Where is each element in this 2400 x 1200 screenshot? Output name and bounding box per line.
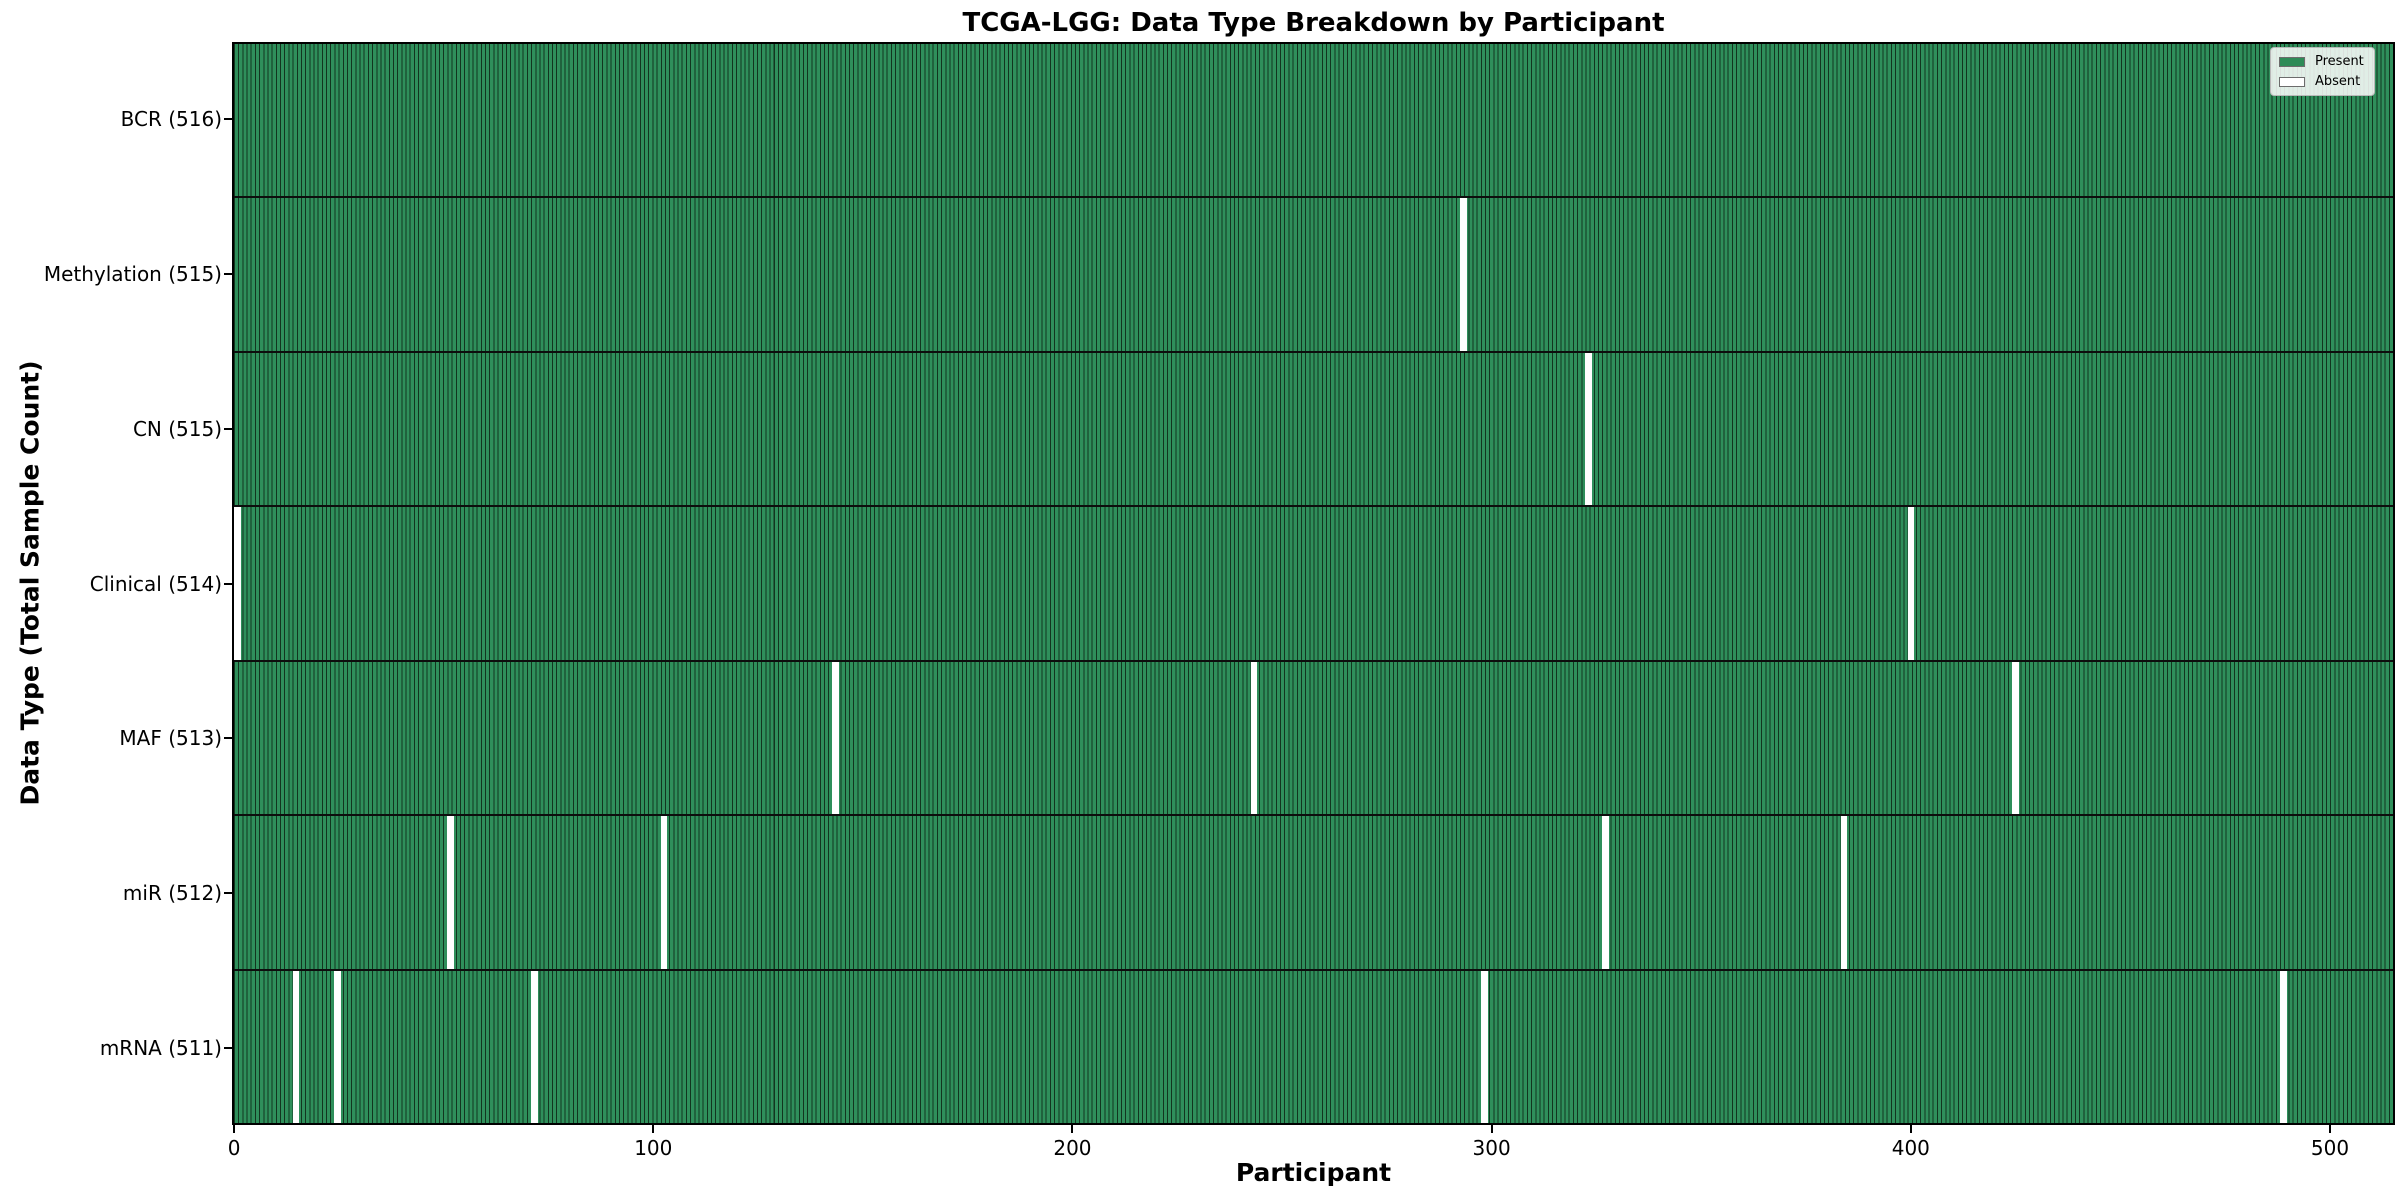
x-tick-label-0: 0 [227,1136,241,1160]
legend-label-absent: Absent [2315,74,2361,89]
x-tick-label-300: 300 [1472,1136,1511,1160]
absent-bar-miR-384 [1840,816,1848,969]
plot-area [232,42,2395,1125]
legend-label-present: Present [2315,54,2364,69]
x-tick-label-200: 200 [1053,1136,1092,1160]
x-tick-label-500: 500 [2310,1136,2350,1160]
absent-bar-CN-323 [1585,352,1593,506]
x-tick-label-100: 100 [634,1136,673,1160]
absent-bar-miR-327 [1602,816,1609,969]
absent-bar-mRNA-14 [292,970,300,1123]
y-tick-label-Clinical: Clinical (514) [89,571,222,596]
data-type-row-BCR [234,44,2393,197]
y-tick-mark [224,737,232,740]
data-type-row-CN [234,350,2393,506]
y-tick-label-Methylation: Methylation (515) [43,262,222,287]
chart-title: TCGA-LGG: Data Type Breakdown by Partici… [962,8,1665,38]
absent-swatch-icon [2279,76,2305,87]
y-tick-mark [224,582,232,585]
absent-bar-Clinical-400 [1907,507,1915,660]
data-type-row-Methylation [234,196,2393,351]
legend: Present Absent [2270,47,2375,96]
y-tick-mark [224,118,232,121]
x-tick-mark [2329,1125,2332,1133]
absent-bar-MAF-243 [1250,661,1258,815]
y-tick-mark [224,427,232,430]
y-tick-label-MAF: MAF (513) [119,726,222,751]
data-type-row-MAF [234,659,2393,815]
absent-bar-mRNA-24 [334,970,342,1123]
legend-entry-present: Present [2279,54,2364,69]
y-axis-label: Data Type (Total Sample Count) [15,360,45,806]
y-tick-label-miR: miR (512) [122,880,222,905]
y-tick-mark [224,273,232,276]
absent-bar-miR-51 [447,816,455,969]
absent-bar-MAF-143 [832,661,839,815]
y-tick-mark [224,1046,232,1049]
absent-bar-mRNA-489 [2280,970,2287,1123]
x-tick-mark [1909,1125,1912,1133]
absent-bar-Clinical-0 [234,507,241,660]
present-swatch-icon [2279,56,2305,67]
x-tick-label-400: 400 [1891,1136,1930,1160]
x-axis-label: Participant [1235,1158,1392,1187]
absent-bar-miR-102 [660,816,668,969]
x-tick-mark [652,1125,655,1133]
y-tick-label-BCR: BCR (516) [120,107,222,132]
x-tick-mark [233,1125,236,1133]
absent-bar-MAF-425 [2012,661,2019,815]
data-type-row-miR [234,814,2393,969]
legend-entry-absent: Absent [2279,74,2364,89]
x-tick-mark [1490,1125,1493,1133]
data-type-row-Clinical [234,505,2393,660]
absent-bar-Methylation-293 [1459,198,1467,351]
data-type-row-mRNA [234,968,2393,1123]
x-tick-mark [1071,1125,1074,1133]
absent-bar-mRNA-71 [531,970,538,1123]
y-tick-label-CN: CN (515) [132,416,222,441]
absent-bar-mRNA-298 [1480,970,1488,1123]
y-tick-mark [224,891,232,894]
y-tick-label-mRNA: mRNA (511) [99,1035,222,1060]
